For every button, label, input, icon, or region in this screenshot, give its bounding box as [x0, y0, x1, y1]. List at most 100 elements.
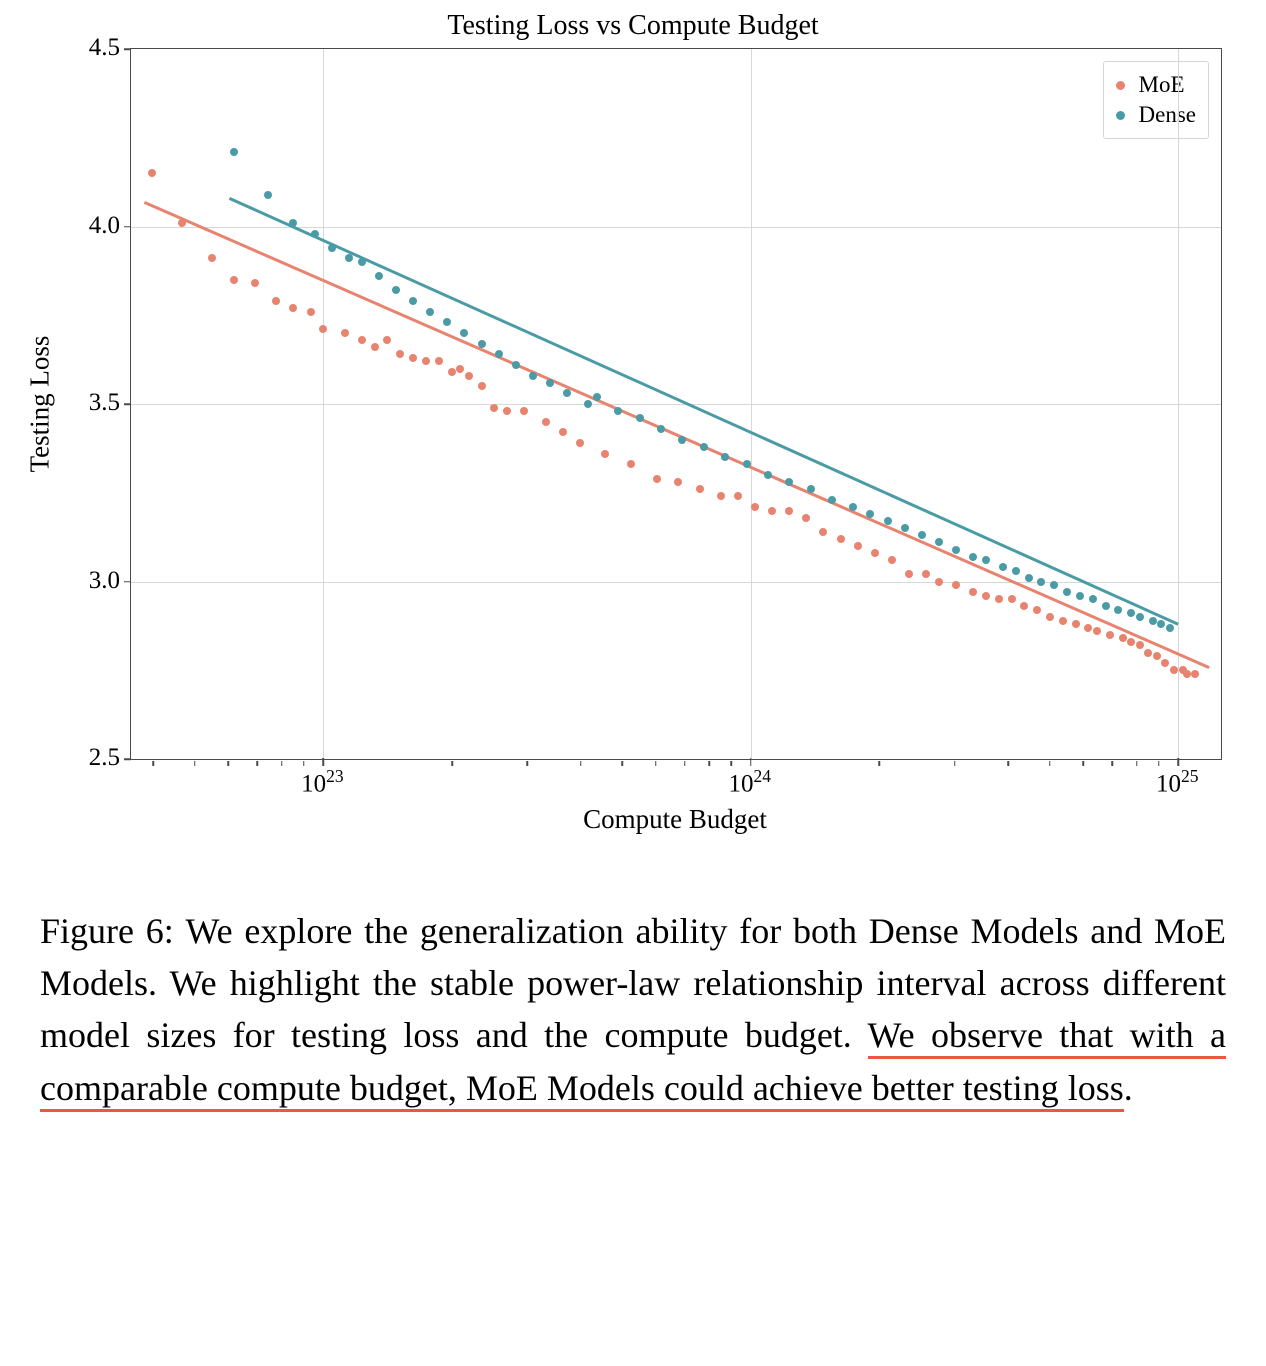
- data-point-moe: [1127, 638, 1135, 646]
- data-point-moe: [456, 365, 464, 373]
- y-tick-label: 2.5: [89, 744, 120, 772]
- legend-marker-icon: [1116, 81, 1125, 90]
- data-point-moe: [1072, 620, 1080, 628]
- data-point-moe: [1183, 670, 1191, 678]
- data-point-moe: [1033, 606, 1041, 614]
- data-point-moe: [854, 542, 862, 550]
- data-point-moe: [422, 357, 430, 365]
- data-point-moe: [653, 475, 661, 483]
- plot-area: MoEDense: [130, 48, 1222, 760]
- data-point-dense: [1037, 578, 1045, 586]
- data-point-moe: [717, 492, 725, 500]
- data-point-dense: [1025, 574, 1033, 582]
- data-point-dense: [584, 400, 592, 408]
- data-point-dense: [563, 389, 571, 397]
- data-point-moe: [576, 439, 584, 447]
- data-point-moe: [1093, 627, 1101, 635]
- legend: MoEDense: [1103, 61, 1209, 139]
- data-point-dense: [884, 517, 892, 525]
- data-point-moe: [627, 460, 635, 468]
- data-point-dense: [1157, 620, 1165, 628]
- data-point-moe: [819, 528, 827, 536]
- data-point-dense: [1076, 592, 1084, 600]
- data-point-moe: [601, 450, 609, 458]
- data-point-moe: [674, 478, 682, 486]
- caption-prefix: Figure 6:: [40, 911, 186, 951]
- data-point-dense: [918, 531, 926, 539]
- data-point-dense: [828, 496, 836, 504]
- data-point-moe: [208, 254, 216, 262]
- data-point-moe: [935, 578, 943, 586]
- data-point-dense: [657, 425, 665, 433]
- data-point-moe: [383, 336, 391, 344]
- data-point-dense: [546, 379, 554, 387]
- data-point-moe: [905, 570, 913, 578]
- data-point-dense: [1050, 581, 1058, 589]
- data-point-moe: [396, 350, 404, 358]
- data-point-dense: [1149, 617, 1157, 625]
- data-point-dense: [901, 524, 909, 532]
- data-point-moe: [503, 407, 511, 415]
- data-point-moe: [251, 279, 259, 287]
- data-point-dense: [1063, 588, 1071, 596]
- ylabel-column: Testing Loss: [20, 48, 60, 760]
- data-point-moe: [409, 354, 417, 362]
- data-point-dense: [1166, 624, 1174, 632]
- data-point-dense: [529, 372, 537, 380]
- data-point-moe: [1084, 624, 1092, 632]
- data-point-moe: [969, 588, 977, 596]
- x-axis-label: Compute Budget: [130, 804, 1220, 835]
- data-point-moe: [1170, 666, 1178, 674]
- data-point-moe: [435, 357, 443, 365]
- x-tick-label: 1023: [301, 766, 344, 798]
- data-point-dense: [1136, 613, 1144, 621]
- data-point-moe: [542, 418, 550, 426]
- data-point-dense: [700, 443, 708, 451]
- data-point-moe: [888, 556, 896, 564]
- fit-line-dense: [229, 197, 1179, 625]
- data-point-dense: [495, 350, 503, 358]
- data-point-dense: [999, 563, 1007, 571]
- data-point-dense: [807, 485, 815, 493]
- data-point-dense: [478, 340, 486, 348]
- data-point-dense: [1114, 606, 1122, 614]
- x-ticks-row: 102310241025: [130, 760, 1220, 800]
- data-point-moe: [319, 325, 327, 333]
- legend-item-moe: MoE: [1116, 70, 1196, 100]
- data-point-moe: [272, 297, 280, 305]
- chart-title: Testing Loss vs Compute Budget: [20, 10, 1246, 42]
- data-point-dense: [1102, 602, 1110, 610]
- data-point-moe: [1144, 649, 1152, 657]
- y-tick-label: 3.0: [89, 567, 120, 595]
- y-tickmark: [124, 581, 131, 583]
- gridline-v: [751, 49, 752, 759]
- data-point-dense: [1012, 567, 1020, 575]
- data-point-dense: [935, 538, 943, 546]
- data-point-moe: [1046, 613, 1054, 621]
- data-point-dense: [849, 503, 857, 511]
- data-point-moe: [1136, 641, 1144, 649]
- data-point-moe: [520, 407, 528, 415]
- data-point-moe: [768, 507, 776, 515]
- data-point-dense: [460, 329, 468, 337]
- data-point-dense: [230, 148, 238, 156]
- data-point-moe: [1020, 602, 1028, 610]
- data-point-moe: [358, 336, 366, 344]
- data-point-dense: [392, 286, 400, 294]
- data-point-moe: [802, 514, 810, 522]
- data-point-dense: [636, 414, 644, 422]
- caption-after: .: [1124, 1068, 1133, 1108]
- data-point-moe: [371, 343, 379, 351]
- data-point-moe: [289, 304, 297, 312]
- data-point-dense: [743, 460, 751, 468]
- data-point-dense: [1127, 609, 1135, 617]
- y-tickmark: [124, 403, 131, 405]
- fit-line-moe: [144, 201, 1209, 668]
- plot-row: Testing Loss 2.53.03.54.04.5 MoEDense: [20, 48, 1246, 760]
- data-point-moe: [230, 276, 238, 284]
- data-point-dense: [264, 191, 272, 199]
- data-point-dense: [764, 471, 772, 479]
- legend-label: Dense: [1139, 102, 1196, 128]
- legend-marker-icon: [1116, 111, 1125, 120]
- y-tick-label: 3.5: [89, 389, 120, 417]
